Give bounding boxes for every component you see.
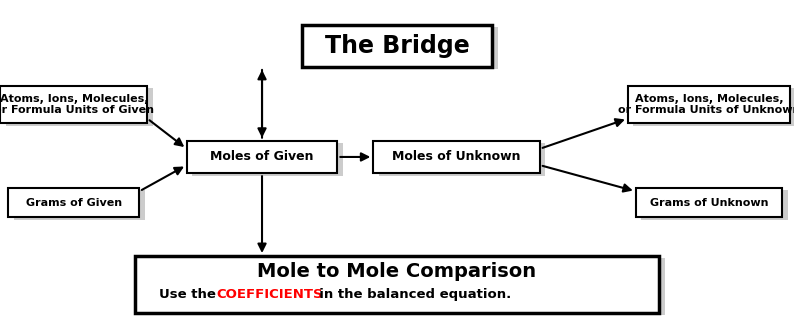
- Text: Atoms, Ions, Molecules,
or Formula Units of Unknown: Atoms, Ions, Molecules, or Formula Units…: [618, 94, 794, 115]
- FancyBboxPatch shape: [135, 256, 659, 313]
- FancyBboxPatch shape: [307, 27, 498, 69]
- FancyBboxPatch shape: [6, 88, 152, 126]
- Text: Use the: Use the: [159, 288, 220, 301]
- FancyBboxPatch shape: [634, 88, 794, 126]
- FancyBboxPatch shape: [642, 190, 788, 220]
- FancyBboxPatch shape: [373, 141, 540, 173]
- Text: Atoms, Ions, Molecules,
or Formula Units of Given: Atoms, Ions, Molecules, or Formula Units…: [0, 94, 154, 115]
- FancyBboxPatch shape: [141, 258, 665, 315]
- Text: in the balanced equation.: in the balanced equation.: [310, 288, 511, 301]
- Text: The Bridge: The Bridge: [325, 34, 469, 58]
- FancyBboxPatch shape: [187, 141, 337, 173]
- Text: Moles of Given: Moles of Given: [210, 150, 314, 164]
- Text: COEFFICIENTS: COEFFICIENTS: [216, 288, 322, 301]
- FancyBboxPatch shape: [192, 143, 343, 176]
- Text: Moles of Unknown: Moles of Unknown: [392, 150, 521, 164]
- FancyBboxPatch shape: [379, 143, 545, 176]
- FancyBboxPatch shape: [302, 25, 492, 67]
- Text: Grams of Unknown: Grams of Unknown: [649, 198, 769, 208]
- FancyBboxPatch shape: [635, 188, 783, 217]
- Text: Grams of Given: Grams of Given: [25, 198, 122, 208]
- FancyBboxPatch shape: [627, 86, 790, 123]
- FancyBboxPatch shape: [8, 188, 139, 217]
- FancyBboxPatch shape: [1, 86, 148, 123]
- Text: Mole to Mole Comparison: Mole to Mole Comparison: [257, 262, 537, 281]
- FancyBboxPatch shape: [13, 190, 145, 220]
